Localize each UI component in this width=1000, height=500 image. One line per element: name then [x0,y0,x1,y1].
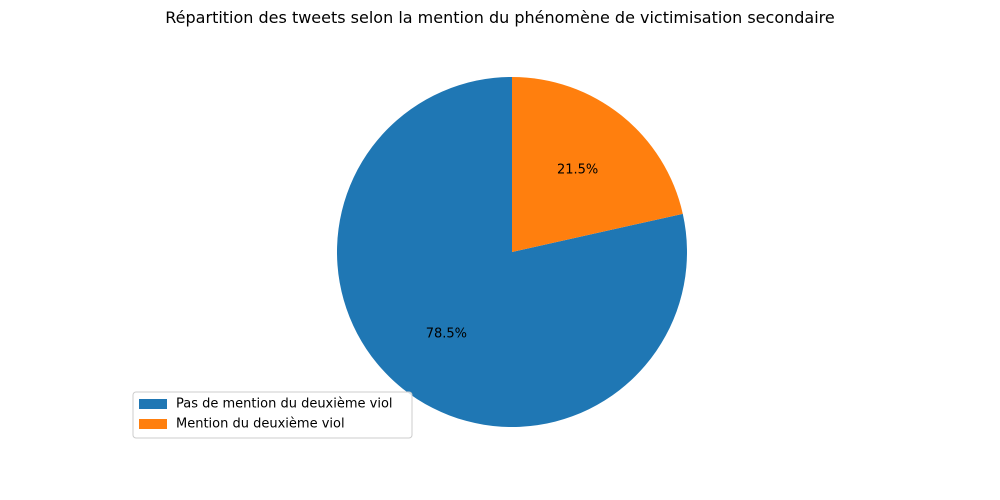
legend-swatch-1 [139,419,167,429]
chart-title: Répartition des tweets selon la mention … [165,8,834,27]
legend-label-0: Pas de mention du deuxième viol [176,397,393,412]
pie-slice-label-1: 21.5% [557,163,598,178]
legend: Pas de mention du deuxième viol Mention d… [133,392,412,438]
pie-slice-label-0: 78.5% [426,326,467,341]
pie-slices [337,77,687,427]
legend-label-1: Mention du deuxième viol [176,417,345,432]
legend-swatch-0 [139,399,167,409]
